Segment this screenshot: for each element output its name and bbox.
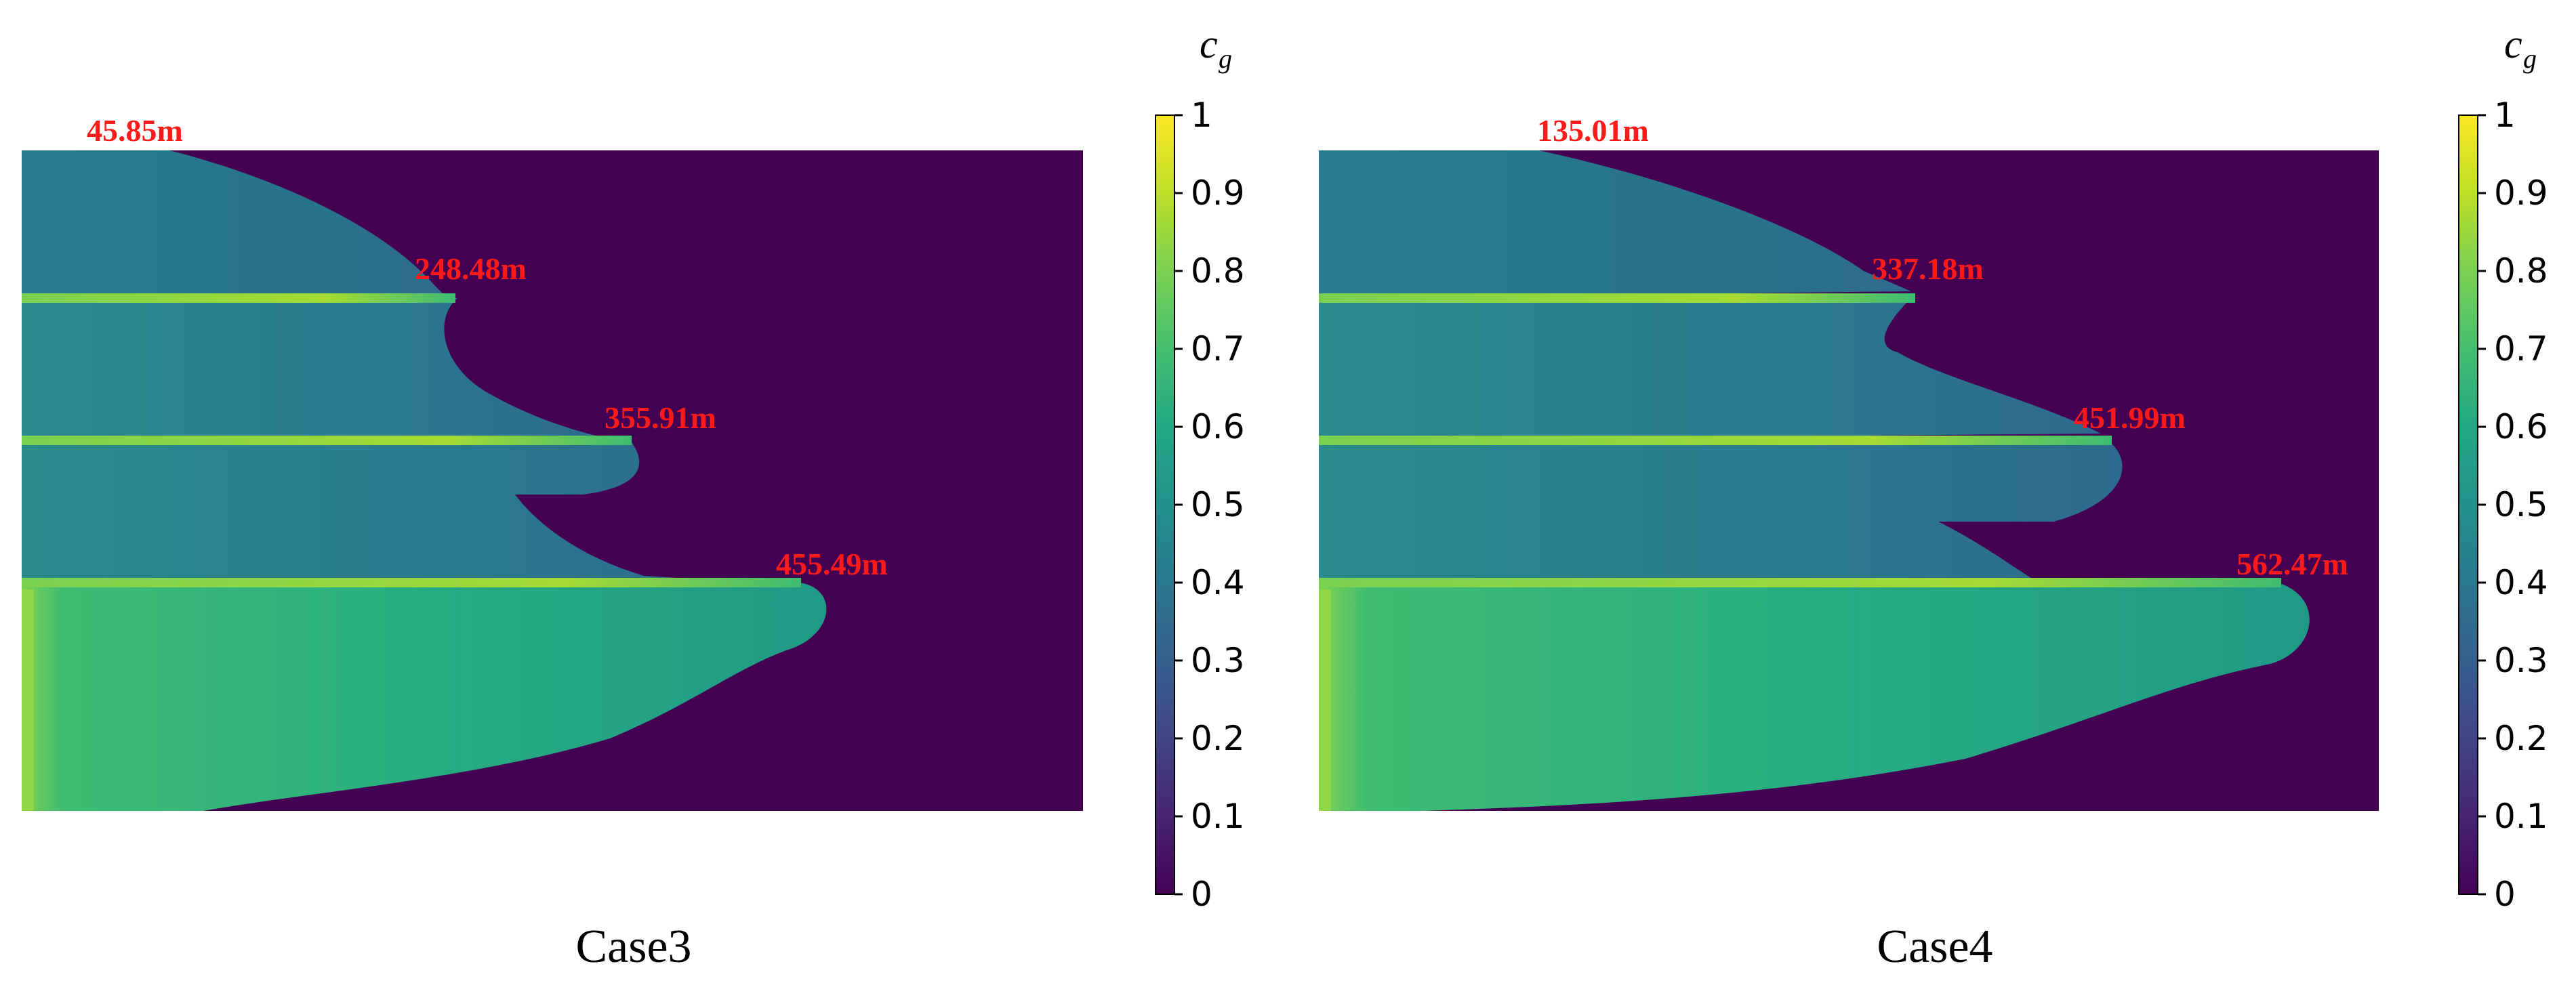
colorbar-title-subscript: g [2523, 43, 2537, 74]
colorbar-tick-label: 0.7 [1191, 329, 1245, 369]
panel-case4: 135.01m 337.18m 451.99m 562.47m Case4 [1319, 113, 2379, 973]
case-title: Case4 [1877, 921, 1992, 973]
front-label: 451.99m [2074, 400, 2186, 435]
colorbar-title-subscript: g [1219, 43, 1232, 74]
colorbar-tick-label: 0.6 [2494, 407, 2548, 446]
layer-region-2 [22, 298, 617, 440]
colorbar-tick-label: 0.4 [1191, 563, 1245, 602]
layer-region-4 [1319, 583, 2310, 811]
colorbar-title: c [2504, 22, 2522, 66]
front-label: 248.48m [415, 251, 527, 286]
colorbar-tick-label: 0.4 [2494, 563, 2548, 602]
colorbar-gradient [1155, 114, 1175, 895]
colorbar-tick-label: 0.9 [1191, 173, 1245, 213]
colorbar-case3: c g 0 0.1 0.2 0.3 0.4 0.5 0.6 0.7 0.8 0.9 1 [1155, 22, 1245, 914]
colorbar-case4: c g 0 0.1 0.2 0.3 0.4 0.5 0.6 0.7 0.8 0.9 1 [2458, 22, 2548, 914]
colorbar-tick-label: 1 [2494, 96, 2516, 135]
colorbar-gradient [2458, 114, 2478, 895]
layer-region-1 [1319, 150, 1911, 298]
interface-stripe [1319, 578, 2281, 587]
colorbar-tick-label: 0.8 [2494, 251, 2548, 291]
colorbar-tick-label: 0.8 [1191, 251, 1245, 291]
colorbar-tick-label: 0.1 [2494, 797, 2548, 836]
colorbar-tick-label: 0.2 [2494, 719, 2548, 758]
front-label: 355.91m [605, 400, 716, 435]
interface-stripe [22, 578, 801, 587]
colorbar-tick-label: 0.3 [2494, 641, 2548, 680]
colorbar-tick-label: 0.6 [1191, 407, 1245, 446]
layer-region-1 [22, 150, 447, 298]
interface-stripe [1319, 293, 1915, 303]
case-title: Case3 [575, 921, 691, 973]
front-label: 135.01m [1537, 113, 1649, 148]
interface-stripe [22, 436, 632, 445]
layer-region-3 [1319, 440, 2123, 583]
colorbar-tick-label: 0.5 [1191, 485, 1245, 524]
front-label: 337.18m [1872, 251, 1984, 286]
panel-case3: 45.85m 248.48m 355.91m 455.49m Case3 [22, 113, 1083, 973]
interface-stripe [22, 293, 455, 303]
layer-region-3 [22, 440, 759, 583]
left-boundary-band [22, 589, 34, 811]
colorbar-title: c [1200, 22, 1218, 66]
interface-stripe [1319, 436, 2112, 445]
colorbar-tick-label: 0 [1191, 875, 1212, 914]
left-boundary-band [1319, 589, 1331, 811]
colorbar-tick-label: 0.7 [2494, 329, 2548, 369]
layer-region-2 [1319, 298, 2101, 440]
front-label: 455.49m [776, 547, 888, 581]
front-label: 562.47m [2236, 547, 2348, 581]
colorbar-tick-label: 0.2 [1191, 719, 1245, 758]
layer-region-4 [22, 583, 827, 811]
colorbar-tick-label: 1 [1191, 96, 1212, 135]
colorbar-tick-label: 0.3 [1191, 641, 1245, 680]
front-label: 45.85m [87, 113, 183, 148]
colorbar-tick-label: 0.5 [2494, 485, 2548, 524]
colorbar-tick-label: 0 [2494, 875, 2516, 914]
colorbar-tick-label: 0.9 [2494, 173, 2548, 213]
colorbar-tick-label: 0.1 [1191, 797, 1245, 836]
